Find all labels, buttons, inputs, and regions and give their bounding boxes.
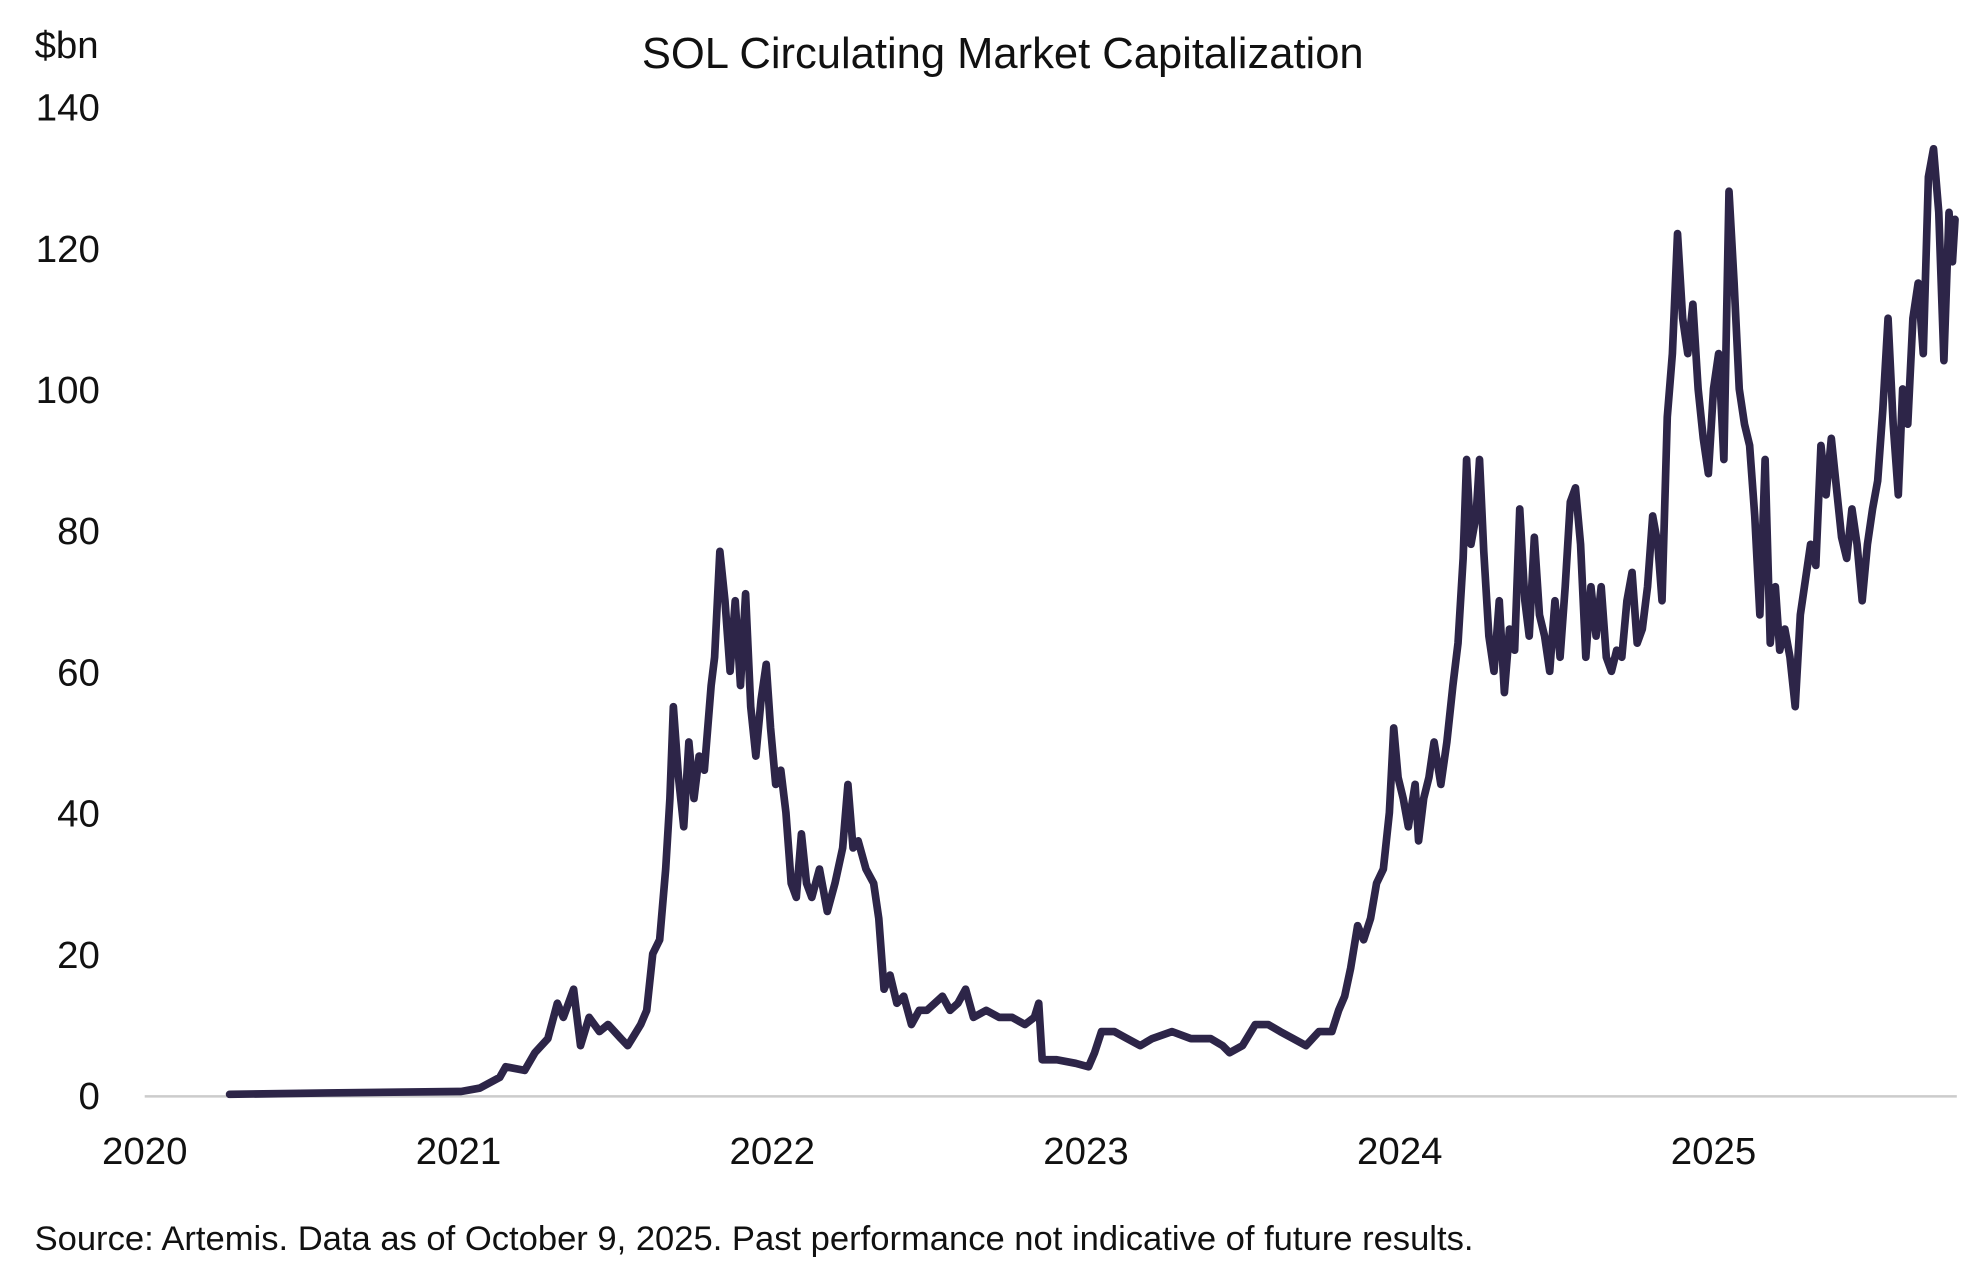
y-tick-label: 100 (36, 369, 100, 412)
x-tick-label: 2022 (730, 1130, 815, 1173)
y-tick-label: 0 (79, 1075, 100, 1118)
x-tick-label: 2025 (1671, 1130, 1756, 1173)
y-tick-label: 60 (57, 651, 100, 694)
chart-title: SOL Circulating Market Capitalization (642, 30, 1364, 78)
y-tick-label: 80 (57, 510, 100, 553)
y-axis-ticks: 0 20 40 60 80 100 120 140 (36, 87, 100, 1119)
x-tick-label: 2023 (1043, 1130, 1128, 1173)
y-tick-label: 40 (57, 793, 100, 836)
x-tick-label: 2020 (102, 1130, 187, 1173)
y-tick-label: 140 (36, 87, 100, 130)
x-tick-label: 2024 (1357, 1130, 1442, 1173)
source-note: Source: Artemis. Data as of October 9, 2… (35, 1220, 1474, 1258)
series-line (225, 144, 1959, 1099)
y-tick-label: 20 (57, 934, 100, 977)
x-tick-label: 2021 (416, 1130, 501, 1173)
y-axis-unit-label: $bn (35, 24, 99, 67)
x-axis-ticks: 2020 2021 2022 2023 2024 2025 (102, 1130, 1756, 1173)
y-tick-label: 120 (36, 228, 100, 271)
